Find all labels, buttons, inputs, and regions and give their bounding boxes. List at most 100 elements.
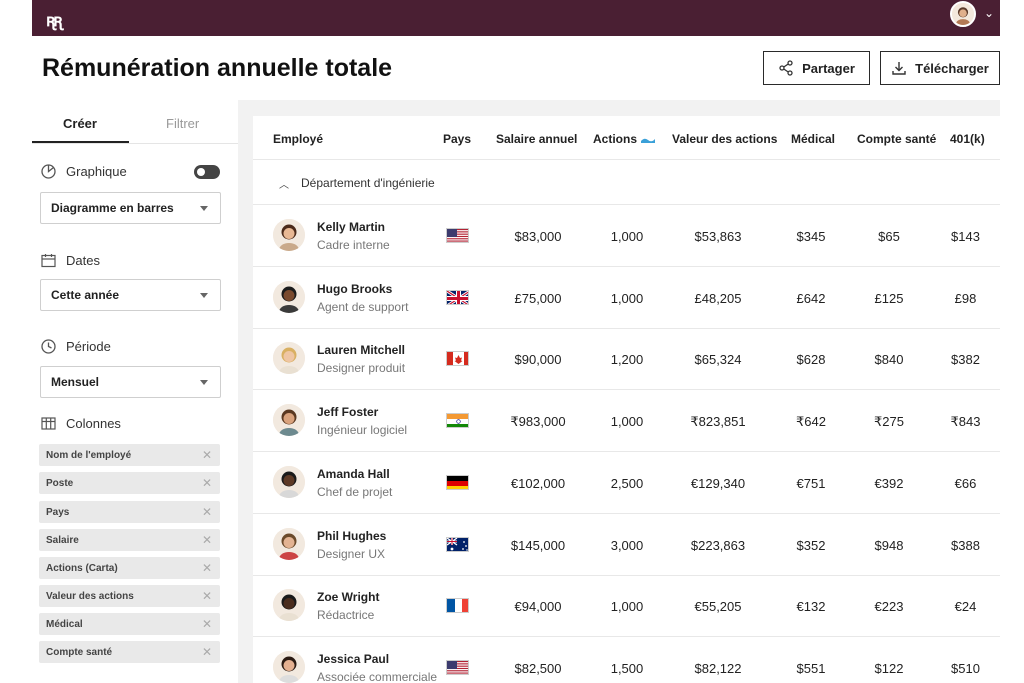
page-title: Rémunération annuelle totale bbox=[42, 54, 393, 82]
graph-label: Graphique bbox=[66, 164, 127, 179]
column-chip-label: Salaire bbox=[46, 534, 79, 546]
table-row[interactable]: Hugo Brooks Agent de support £75,000 1,0… bbox=[253, 267, 1000, 329]
tab-filter[interactable]: Filtrer bbox=[166, 116, 200, 131]
column-chip[interactable]: Compte santé ✕ bbox=[39, 641, 220, 663]
graph-toggle[interactable] bbox=[194, 165, 220, 179]
table-row[interactable]: Lauren Mitchell Designer produit $90,000… bbox=[253, 328, 1000, 391]
close-icon[interactable]: ✕ bbox=[201, 617, 212, 631]
employee-name: Amanda Hall bbox=[317, 466, 390, 481]
table-row[interactable]: Jeff Foster Ingénieur logiciel ₹983,000 … bbox=[253, 390, 1000, 453]
cell-hsa: $948 bbox=[874, 537, 904, 553]
table-row[interactable]: Kelly Martin Cadre interne $83,000 1,000… bbox=[253, 205, 1000, 267]
cell-actions: 1,000 bbox=[610, 229, 644, 244]
table-row[interactable]: Jessica Paul Associée commerciale $82,50… bbox=[253, 637, 1000, 683]
app-window: ꭆꭆ ⌄ Rémunération annuelle totale Partag… bbox=[32, 0, 1000, 683]
column-chip[interactable]: Salaire ✕ bbox=[39, 529, 220, 551]
flag-ca-icon bbox=[446, 351, 469, 367]
table-row[interactable]: Amanda Hall Chef de projet €102,000 2,50… bbox=[253, 452, 1000, 514]
column-chip[interactable]: Nom de l'employé ✕ bbox=[39, 444, 220, 466]
flag-au-icon bbox=[446, 536, 469, 552]
column-chip[interactable]: Actions (Carta) ✕ bbox=[39, 557, 220, 579]
employee-name: Zoe Wright bbox=[317, 590, 380, 605]
download-button[interactable]: Télécharger bbox=[880, 51, 1000, 85]
cell-hsa: £125 bbox=[874, 290, 904, 306]
header-401k[interactable]: 401(k) bbox=[950, 132, 985, 146]
header-country[interactable]: Pays bbox=[443, 132, 472, 146]
logo-icon[interactable]: ꭆꭆ bbox=[46, 11, 63, 30]
employee-role: Ingénieur logiciel bbox=[317, 423, 408, 438]
column-chip[interactable]: Poste ✕ bbox=[39, 472, 220, 494]
graph-type-select[interactable]: Diagramme en barres bbox=[40, 192, 221, 224]
cell-medical: ₹642 bbox=[796, 414, 826, 430]
table-header: Employé Pays Salaire annuel Actions Vale… bbox=[253, 116, 1000, 160]
header-employee[interactable]: Employé bbox=[273, 132, 324, 146]
employee-role: Chef de projet bbox=[317, 484, 393, 499]
close-icon[interactable]: ✕ bbox=[201, 505, 212, 519]
close-icon[interactable]: ✕ bbox=[201, 448, 212, 462]
column-chip-label: Pays bbox=[46, 506, 70, 518]
close-icon[interactable]: ✕ bbox=[201, 533, 212, 547]
close-icon[interactable]: ✕ bbox=[201, 645, 212, 659]
header-actions[interactable]: Actions bbox=[593, 132, 656, 146]
table-row[interactable]: Phil Hughes Designer UX $145,000 3,000 $… bbox=[253, 514, 1000, 576]
employee-role: Agent de support bbox=[317, 299, 409, 314]
header-hsa[interactable]: Compte santé bbox=[857, 132, 937, 146]
cell-salary: ₹983,000 bbox=[510, 414, 566, 430]
employee-avatar bbox=[273, 527, 305, 560]
close-icon[interactable]: ✕ bbox=[201, 589, 212, 603]
cell-salary: £75,000 bbox=[514, 290, 562, 306]
cell-share-value: €55,205 bbox=[694, 599, 742, 615]
employee-avatar bbox=[273, 404, 305, 437]
column-chip-label: Actions (Carta) bbox=[46, 562, 118, 574]
header-medical[interactable]: Médical bbox=[791, 132, 836, 146]
compensation-table: Employé Pays Salaire annuel Actions Vale… bbox=[253, 116, 1000, 683]
user-avatar[interactable] bbox=[950, 1, 976, 27]
table-row[interactable]: Zoe Wright Rédactrice €94,000 1,000 €55,… bbox=[253, 575, 1000, 638]
tab-create[interactable]: Créer bbox=[63, 116, 97, 131]
header-salary[interactable]: Salaire annuel bbox=[496, 132, 578, 146]
flag-in-icon bbox=[446, 413, 469, 429]
column-chip-label: Compte santé bbox=[46, 646, 113, 658]
share-button[interactable]: Partager bbox=[763, 51, 870, 85]
employee-name: Jessica Paul bbox=[317, 651, 390, 666]
cell-salary: €94,000 bbox=[514, 599, 562, 615]
cell-share-value: $65,324 bbox=[694, 352, 742, 368]
sidebar-tabs: Créer Filtrer bbox=[32, 100, 238, 144]
cell-401k: $510 bbox=[951, 660, 980, 676]
cell-401k: $143 bbox=[951, 229, 980, 244]
clock-icon bbox=[41, 339, 56, 354]
column-chip-label: Poste bbox=[46, 477, 74, 489]
cell-actions: 1,000 bbox=[610, 290, 644, 306]
column-chip[interactable]: Médical ✕ bbox=[39, 613, 220, 635]
cell-medical: $352 bbox=[796, 537, 826, 553]
calendar-icon bbox=[41, 254, 56, 268]
columns-label: Colonnes bbox=[66, 416, 121, 431]
caret-down-icon bbox=[200, 380, 208, 385]
chevron-up-icon[interactable]: ︿ bbox=[279, 180, 289, 191]
close-icon[interactable]: ✕ bbox=[201, 561, 212, 575]
employee-name: Kelly Martin bbox=[317, 220, 386, 234]
cell-share-value: $223,863 bbox=[690, 537, 746, 553]
cell-401k: £98 bbox=[954, 290, 977, 306]
cell-share-value: $82,122 bbox=[694, 660, 742, 676]
share-label: Partager bbox=[802, 60, 855, 76]
dates-section: Dates bbox=[40, 252, 100, 269]
department-group[interactable]: ︿ Département d'ingénierie bbox=[253, 160, 1000, 205]
columns-section: Colonnes bbox=[40, 415, 121, 432]
caret-down-icon bbox=[200, 293, 208, 298]
close-icon[interactable]: ✕ bbox=[201, 476, 212, 490]
cell-medical: £642 bbox=[796, 290, 826, 306]
header-share-value[interactable]: Valeur des actions bbox=[672, 132, 778, 146]
cell-share-value: €129,340 bbox=[690, 475, 746, 491]
dates-value: Cette année bbox=[51, 288, 120, 302]
cell-share-value: $53,863 bbox=[694, 229, 742, 244]
column-chip[interactable]: Valeur des actions ✕ bbox=[39, 585, 220, 607]
column-chip[interactable]: Pays ✕ bbox=[39, 501, 220, 523]
chevron-down-icon[interactable]: ⌄ bbox=[984, 6, 995, 20]
employee-name: Lauren Mitchell bbox=[317, 343, 406, 358]
cell-medical: $551 bbox=[796, 660, 826, 676]
dates-select[interactable]: Cette année bbox=[40, 279, 221, 311]
period-select[interactable]: Mensuel bbox=[40, 366, 221, 398]
cell-salary: $82,500 bbox=[514, 660, 562, 676]
active-tab-underline bbox=[32, 141, 129, 143]
